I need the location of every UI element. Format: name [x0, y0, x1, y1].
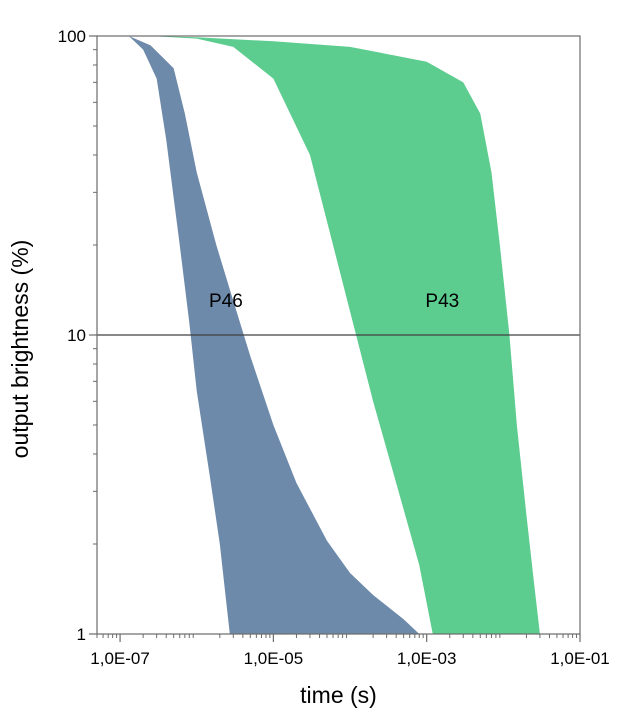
- x-tick-label: 1,0E-03: [397, 649, 457, 668]
- y-tick-label: 1: [77, 625, 86, 644]
- chart-labels: 1 10 100 1,0E-07 1,0E-05 1,0E-03 1,0E-01 time (…: [7, 27, 610, 708]
- x-tick-label: 1,0E-05: [244, 649, 304, 668]
- y-tick-label: 10: [67, 326, 86, 345]
- chart-axes: [89, 35, 581, 642]
- chart-areas: [128, 36, 540, 634]
- series-label-p43: P43: [425, 291, 459, 312]
- x-tick-label: 1,0E-07: [90, 649, 150, 668]
- y-tick-label: 100: [58, 27, 86, 46]
- series-label-p46: P46: [209, 291, 243, 312]
- y-axis-title: output brightness (%): [7, 240, 33, 459]
- x-tick-label: 1,0E-01: [550, 649, 610, 668]
- x-axis-title: time (s): [300, 682, 377, 708]
- series-area-p46: [128, 36, 420, 634]
- series-area-p43: [150, 36, 540, 634]
